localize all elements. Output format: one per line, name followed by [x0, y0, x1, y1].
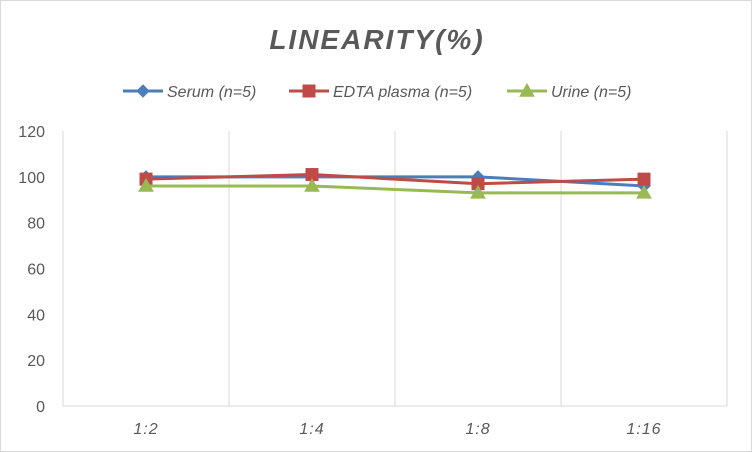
- legend-marker: [303, 85, 315, 97]
- x-axis: 1:2 1:4 1:8 1:16: [133, 421, 661, 438]
- legend-label: EDTA plasma (n=5): [333, 84, 472, 101]
- x-tick-label: 1:16: [626, 421, 661, 438]
- y-tick-label: 100: [18, 170, 45, 187]
- legend-item: EDTA plasma (n=5): [289, 84, 472, 101]
- data-point: [638, 173, 650, 185]
- grid-lines: [63, 131, 727, 406]
- x-tick-label: 1:8: [465, 421, 490, 438]
- legend-label: Serum (n=5): [167, 84, 256, 101]
- y-axis: 0 20 40 60 80 100 120: [18, 124, 45, 416]
- legend-label: Urine (n=5): [551, 84, 631, 101]
- y-tick-label: 80: [27, 216, 45, 233]
- y-tick-label: 40: [27, 307, 45, 324]
- y-tick-label: 120: [18, 124, 45, 141]
- legend-item: Urine (n=5): [507, 84, 631, 101]
- legend-item: Serum (n=5): [123, 84, 256, 101]
- y-tick-label: 60: [27, 262, 45, 279]
- y-tick-label: 20: [27, 353, 45, 370]
- x-tick-label: 1:2: [133, 421, 158, 438]
- x-tick-label: 1:4: [299, 421, 324, 438]
- legend: Serum (n=5) EDTA plasma (n=5) Urine (n=5): [123, 84, 631, 101]
- y-tick-label: 0: [36, 399, 45, 416]
- chart-title: LINEARITY(%): [269, 24, 484, 55]
- legend-marker: [137, 85, 149, 97]
